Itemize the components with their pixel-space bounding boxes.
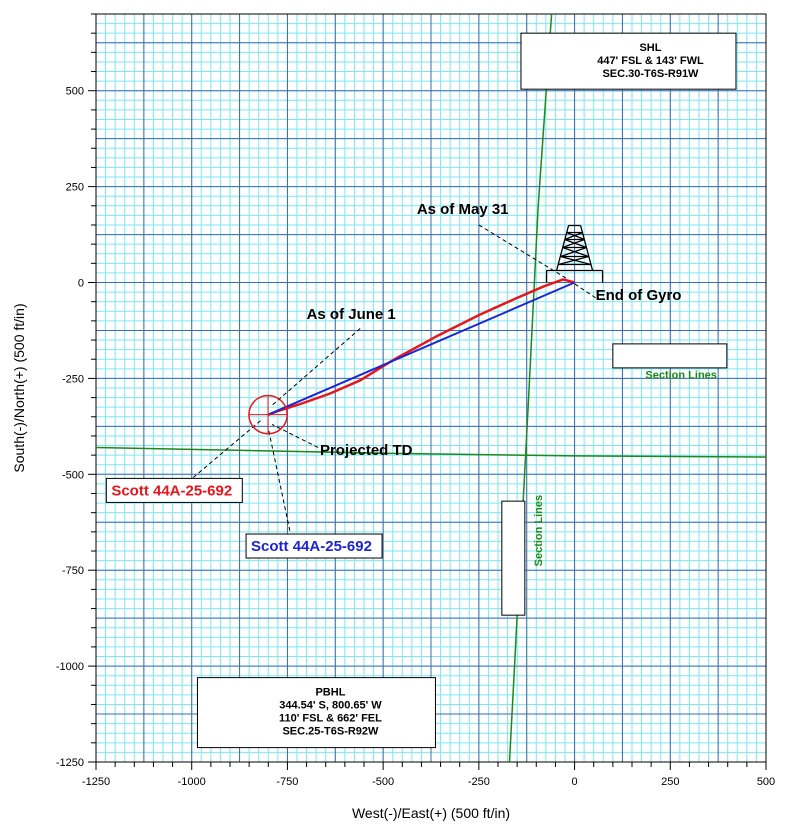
rig-strut: [564, 238, 587, 249]
well-label: Scott 44A-25-692: [251, 538, 372, 555]
section-lines-label: Section Lines: [645, 369, 717, 381]
well-label-box: [105, 477, 243, 503]
leader-line: [271, 328, 361, 406]
info-box-line: SEC.25-T6S-R92W: [282, 726, 379, 738]
section-line: [95, 446, 767, 458]
annotation-label: As of May 31: [417, 201, 509, 218]
info-box-line: 447' FSL & 143' FWL: [597, 55, 704, 67]
annotation-label: Projected TD: [320, 442, 413, 459]
section-lines-label: Section Lines: [533, 495, 545, 567]
annotation-label: As of June 1: [307, 306, 396, 323]
info-box-line: SHL: [639, 42, 661, 54]
section-label-box: [501, 500, 526, 616]
drilling-rig-icon: [545, 224, 604, 283]
y-tick-label: -500: [62, 469, 84, 481]
y-tick-label: 500: [66, 86, 84, 98]
tick-labels: -1250 -1000 -750 -500 -250 0 250 500 -1250 -1000 -…: [56, 86, 775, 788]
info-box-line: SEC.30-T6S-R91W: [602, 68, 699, 80]
well-paths: [267, 278, 575, 417]
info-box: [196, 677, 436, 749]
well-label-box: [245, 533, 383, 559]
y-tick-label: 0: [78, 278, 84, 290]
plot-frame: [95, 13, 767, 763]
y-tick-label: -1250: [56, 757, 84, 769]
leader-line: [187, 420, 261, 483]
target-circle: [248, 394, 288, 435]
actual-well-path: [267, 278, 575, 417]
info-box-line: PBHL: [315, 687, 345, 699]
rig-strut: [562, 238, 585, 249]
rig-strut: [564, 231, 583, 241]
y-tick-label: 250: [66, 182, 84, 194]
leader-lines: [187, 224, 596, 538]
planned-well-path: [267, 281, 575, 416]
y-tick-label: -250: [62, 373, 84, 385]
major-grid: [95, 14, 767, 763]
well-label: Scott 44A-25-692: [111, 482, 232, 499]
x-tick-label: -1250: [82, 776, 110, 788]
x-tick-label: -750: [276, 776, 298, 788]
info-box-line: 344.54' S, 800.65' W: [279, 700, 382, 712]
rig-strut: [566, 231, 585, 241]
leader-line: [267, 428, 292, 538]
leader-line: [271, 423, 319, 448]
section-label-box: [612, 343, 728, 369]
y-tick-label: -1000: [56, 661, 84, 673]
x-tick-label: 250: [661, 776, 679, 788]
y-axis-title: South(-)/North(+) (500 ft/in): [11, 303, 27, 472]
x-axis-title: West(-)/East(+) (500 ft/in): [352, 805, 510, 821]
y-tick-label: -750: [62, 565, 84, 577]
x-tick-label: 0: [572, 776, 578, 788]
annotation-label: End of Gyro: [596, 287, 682, 304]
x-tick-label: 500: [757, 776, 775, 788]
plot-border: [95, 13, 767, 763]
rig-strut: [560, 255, 591, 266]
info-box-line: 110' FSL & 662' FEL: [279, 713, 382, 725]
leader-line: [478, 224, 568, 280]
x-tick-label: -1000: [178, 776, 206, 788]
annotations: Section Lines Section Lines As of May 31 En…: [105, 201, 717, 567]
info-box: [520, 32, 737, 90]
tick-marks: [88, 13, 767, 770]
rig-strut: [562, 246, 589, 258]
leader-line: [572, 282, 596, 299]
x-tick-label: -500: [372, 776, 394, 788]
rig-strut: [560, 246, 587, 258]
x-tick-label: -250: [468, 776, 490, 788]
